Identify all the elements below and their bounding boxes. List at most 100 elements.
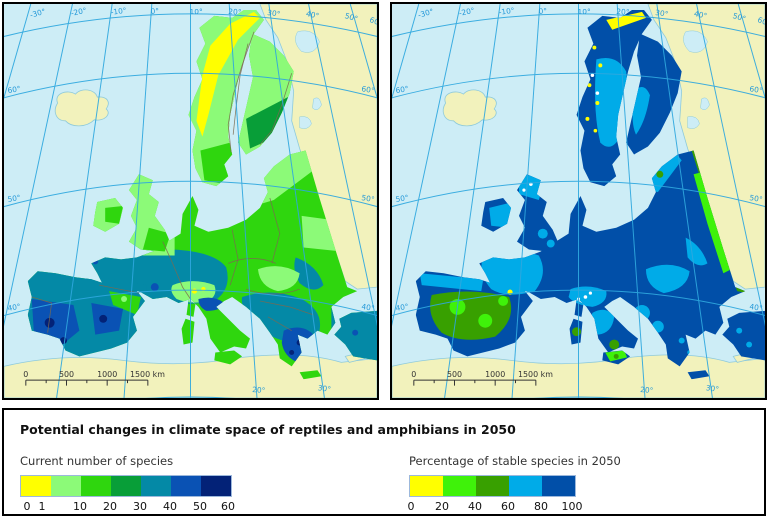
data-patch — [598, 63, 603, 68]
map-current-species: -30° -20° -10° 0° 10° 20° 30° 40° 50° 60° 60° 50° 40… — [2, 2, 379, 400]
data-patch — [656, 170, 664, 178]
data-patch — [478, 313, 493, 328]
graticule-label: 50° — [749, 193, 763, 204]
graticule-label: 40° — [305, 9, 320, 21]
data-patch — [142, 227, 171, 252]
data-patch — [109, 291, 141, 315]
data-patch — [609, 339, 620, 350]
country-border — [232, 43, 249, 135]
legend-swatch — [81, 476, 111, 496]
graticule-label: -10° — [498, 6, 515, 17]
country-border — [245, 288, 300, 295]
scale-bar-label: 1500 km — [518, 370, 553, 379]
data-patch — [595, 101, 600, 105]
legend-tick-label: 40 — [163, 500, 177, 513]
graticule — [4, 4, 377, 398]
graticule-label: 60° — [749, 84, 763, 95]
data-patch — [583, 295, 588, 299]
data-patch — [489, 201, 514, 228]
country-border — [259, 73, 293, 145]
data-patch — [546, 239, 555, 248]
legend-swatch — [410, 476, 443, 496]
legend-tick-label: 60 — [501, 500, 515, 513]
data-patch — [645, 264, 690, 294]
map-current-species-canvas: -30° -20° -10° 0° 10° 20° 30° 40° 50° 60° 60° 50° 40… — [4, 4, 377, 398]
data-patch — [498, 296, 509, 306]
legend-tick-label: 10 — [73, 500, 87, 513]
legend-swatch — [51, 476, 81, 496]
data-patch — [593, 128, 598, 133]
scale-bar: 0 500 1000 1500 km — [411, 370, 553, 386]
country-border — [228, 258, 276, 264]
scale-bar-label: 500 — [59, 370, 74, 379]
scale-bar-label: 500 — [447, 370, 462, 379]
data-patch — [150, 283, 159, 292]
graticule-label: 60° — [7, 84, 21, 95]
graticule-label: 20° — [228, 7, 242, 17]
graticule-label: 30° — [317, 383, 331, 394]
legend-panel: Potential changes in climate space of re… — [2, 408, 766, 516]
graticule-label: 50° — [732, 11, 747, 23]
data-patch — [585, 116, 590, 121]
land-outside-study-area — [54, 89, 109, 127]
data-patch — [419, 273, 484, 292]
legend-tick-label: 30 — [133, 500, 147, 513]
graticule-label: -10° — [110, 6, 127, 17]
data-patch — [44, 317, 55, 328]
graticule-label: 40° — [693, 9, 708, 21]
legend-swatch — [171, 476, 201, 496]
graticule-label: 0° — [538, 6, 547, 16]
graticule-label: 50° — [344, 11, 359, 23]
graticule-label: 20° — [616, 7, 630, 17]
data-patch — [693, 172, 732, 274]
legend-current-label: Current number of species — [20, 454, 174, 468]
data-patch — [588, 291, 592, 295]
legend-current-ticks: 0 1 10 20 30 40 50 60 — [20, 500, 236, 515]
country-border — [99, 284, 139, 294]
country-border — [227, 31, 255, 153]
data-patch — [99, 314, 108, 323]
graticule-label: 30° — [267, 8, 281, 19]
legend-swatch — [201, 476, 231, 496]
data-patch — [481, 250, 543, 295]
graticule-label: 50° — [395, 193, 409, 204]
data-patch — [196, 11, 260, 137]
data-patch — [294, 257, 324, 290]
graticule — [392, 4, 765, 398]
graticule-label: 50° — [7, 193, 21, 204]
data-patch — [572, 327, 581, 337]
data-patch — [592, 45, 597, 50]
legend-swatch — [111, 476, 141, 496]
data-patch — [105, 205, 124, 224]
lake — [700, 97, 710, 111]
legend-swatch — [141, 476, 171, 496]
map-stable-species-canvas: -30° -20° -10° 0° 10° 20° 30° 40° 50° 60° 60° 50° 40… — [392, 4, 765, 398]
graticule-label: 30° — [705, 383, 719, 394]
graticule-label: 40° — [361, 302, 375, 313]
data-patch — [257, 266, 300, 292]
data-patch — [587, 83, 592, 88]
graticule-label: 0° — [150, 6, 159, 16]
legend-current-species: Current number of species 0 1 10 20 30 40 50 60 — [20, 454, 236, 515]
land-outside-study-area — [442, 89, 497, 127]
legend-swatch — [476, 476, 509, 496]
country-border — [259, 300, 314, 316]
legend-current-colorbar — [20, 475, 232, 497]
data-patch — [191, 288, 198, 294]
legend-tick-label: 60 — [221, 500, 235, 513]
graticule-label: 40° — [395, 302, 409, 313]
graticule-label: 60° — [361, 84, 375, 95]
legend-stable-colorbar — [409, 475, 576, 497]
legend-tick-label: 0 — [407, 500, 415, 513]
legend-stable-species: Percentage of stable species in 2050 0 20… — [407, 454, 621, 515]
scale-bar-label: 0 — [411, 370, 416, 379]
legend-tick-label: 20 — [103, 500, 117, 513]
data-patch — [537, 228, 548, 239]
data-patch — [632, 86, 650, 135]
legend-tick-label: 1 — [38, 500, 46, 513]
legend-swatch — [21, 476, 51, 496]
country-border — [267, 316, 292, 332]
lake — [299, 116, 312, 129]
graticule-label: -30° — [417, 7, 435, 20]
figure-title: Potential changes in climate space of re… — [20, 422, 516, 437]
